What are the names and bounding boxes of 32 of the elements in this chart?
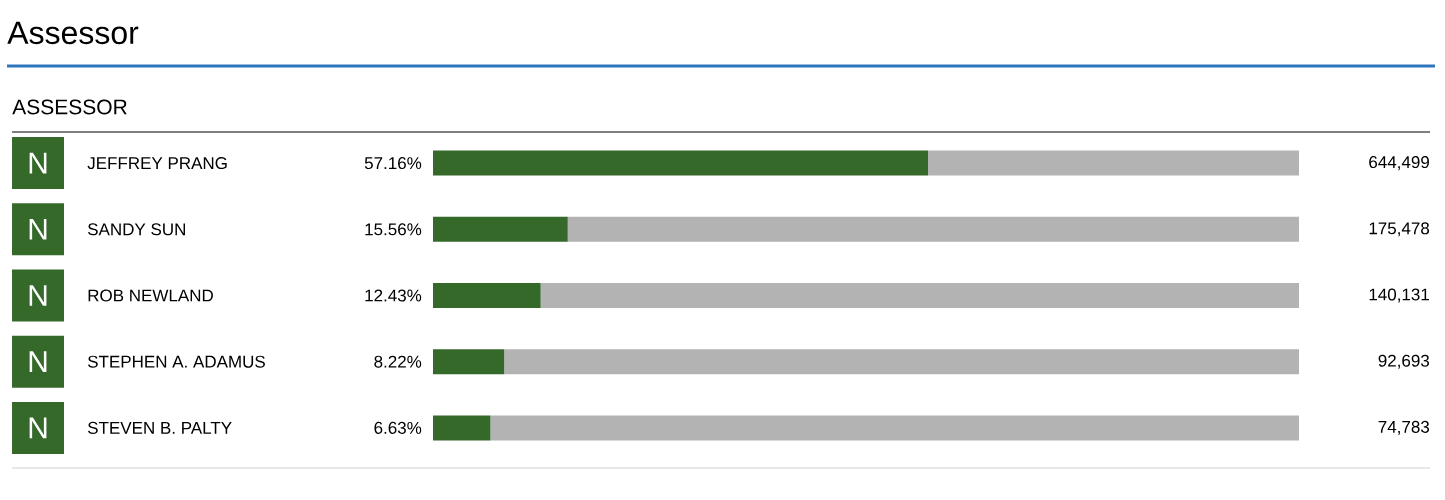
bar <box>490 415 1299 441</box>
data-label: 12.43% <box>365 289 422 302</box>
y-tick-label: STEVEN B. PALTY <box>87 421 232 434</box>
bar <box>567 216 1299 242</box>
text: 74,783 <box>1378 420 1430 435</box>
bar <box>433 150 929 176</box>
y-tick-label: JEFFREY PRANG <box>87 157 227 170</box>
data-label: 6.63% <box>374 421 422 434</box>
text: N <box>29 218 47 240</box>
bar <box>540 282 1299 308</box>
text: N <box>29 285 47 306</box>
text: 175,478 <box>1369 222 1430 237</box>
text: 140,131 <box>1369 288 1429 303</box>
data-label: 57.16% <box>364 157 422 170</box>
bar <box>433 415 491 441</box>
data-label: 8.22% <box>374 355 422 368</box>
bar <box>433 282 541 308</box>
bar <box>928 150 1299 176</box>
text: 92,693 <box>1378 354 1430 369</box>
text: N <box>29 152 47 174</box>
bar <box>433 349 505 375</box>
text: N <box>29 351 47 373</box>
bar <box>433 216 568 242</box>
text: ASSESSOR <box>12 99 127 115</box>
y-tick-label: ROB NEWLAND <box>88 289 213 302</box>
text: N <box>29 417 47 439</box>
text: Assessor <box>7 21 139 45</box>
text: 644,499 <box>1369 156 1429 171</box>
data-label: 15.56% <box>365 223 422 236</box>
y-tick-label: SANDY SUN <box>87 223 185 236</box>
bar <box>504 349 1299 375</box>
y-tick-label: STEPHEN A. ADAMUS <box>87 355 265 368</box>
